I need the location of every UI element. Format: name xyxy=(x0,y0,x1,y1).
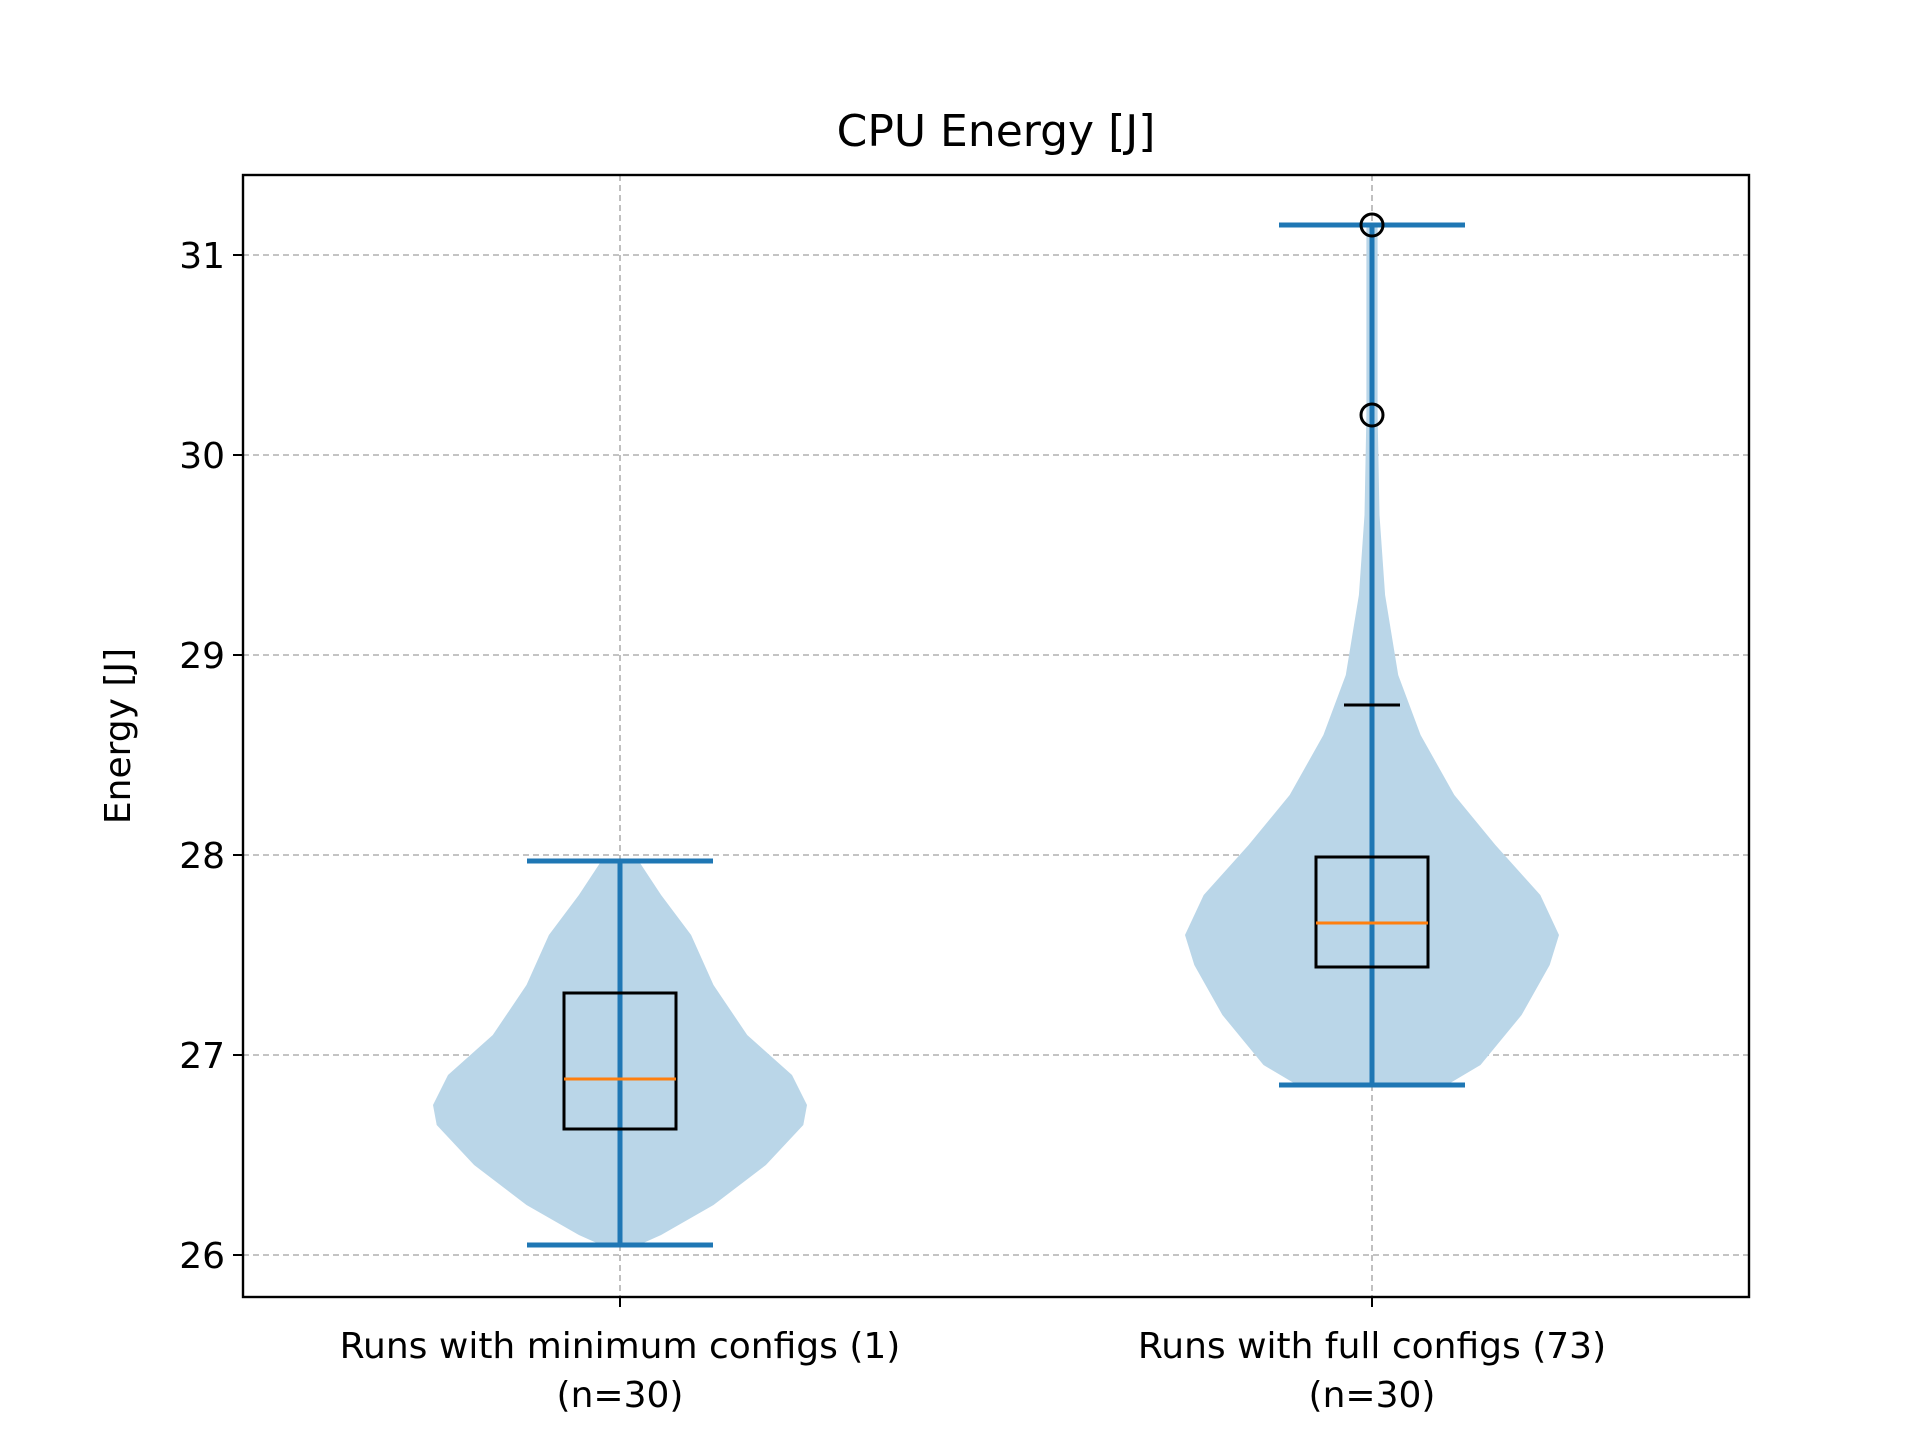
y-tick-label: 26 xyxy=(179,1236,225,1277)
y-tick-label: 27 xyxy=(179,1036,225,1077)
box-iqr xyxy=(1314,855,1430,969)
outlier-point xyxy=(1359,212,1385,238)
outlier-point xyxy=(1359,402,1385,428)
y-tick-label: 30 xyxy=(179,436,225,477)
x-tick-label: Runs with minimum configs (1) xyxy=(340,1326,901,1367)
chart-title: CPU Energy [J] xyxy=(837,106,1156,157)
x-tick-sample-size: (n=30) xyxy=(557,1375,684,1416)
plot-frame xyxy=(241,173,1751,1299)
box-plots xyxy=(562,212,1430,1131)
y-tick-label: 29 xyxy=(179,636,225,677)
violins xyxy=(433,222,1559,1248)
axes: 26 27 28 29 30 31 Runs with minimum configs (1… xyxy=(179,236,1606,1416)
box-iqr xyxy=(562,991,678,1131)
x-tick-sample-size: (n=30) xyxy=(1309,1375,1436,1416)
x-tick-label: Runs with full configs (73) xyxy=(1138,1326,1606,1367)
y-tick-label: 31 xyxy=(179,236,225,277)
y-axis-label: Energy [J] xyxy=(98,648,139,824)
y-tick-label: 28 xyxy=(179,836,225,877)
